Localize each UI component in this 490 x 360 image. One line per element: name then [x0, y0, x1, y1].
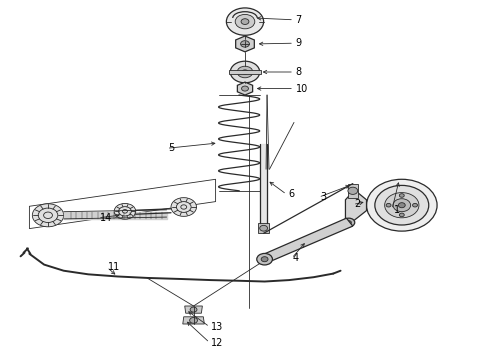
Circle shape — [171, 198, 196, 216]
Circle shape — [242, 86, 248, 91]
Text: 6: 6 — [288, 189, 294, 199]
Circle shape — [398, 203, 405, 208]
Text: 2: 2 — [354, 199, 361, 210]
Circle shape — [413, 203, 417, 207]
Polygon shape — [262, 218, 353, 263]
Text: 12: 12 — [211, 338, 223, 348]
Circle shape — [190, 318, 197, 323]
Circle shape — [399, 213, 404, 217]
Circle shape — [235, 14, 255, 29]
Polygon shape — [183, 317, 204, 324]
Circle shape — [399, 194, 404, 197]
Text: 14: 14 — [99, 213, 112, 223]
Text: 4: 4 — [293, 253, 299, 264]
Circle shape — [385, 193, 419, 218]
Text: 1: 1 — [393, 204, 400, 215]
Circle shape — [32, 204, 64, 227]
Circle shape — [375, 185, 429, 225]
Polygon shape — [237, 82, 253, 95]
Circle shape — [190, 307, 197, 312]
Text: 5: 5 — [168, 143, 174, 153]
Text: 7: 7 — [295, 15, 302, 25]
Circle shape — [343, 218, 355, 227]
Polygon shape — [348, 184, 358, 198]
Circle shape — [230, 61, 260, 83]
Polygon shape — [236, 36, 254, 52]
Text: 11: 11 — [108, 262, 121, 272]
Bar — [229, 70, 261, 74]
Text: 9: 9 — [295, 38, 301, 48]
Text: 10: 10 — [295, 84, 308, 94]
Circle shape — [241, 19, 249, 24]
Circle shape — [393, 199, 411, 212]
Circle shape — [367, 179, 437, 231]
Circle shape — [261, 257, 268, 262]
Circle shape — [260, 225, 268, 231]
Circle shape — [257, 253, 272, 265]
Circle shape — [348, 187, 358, 194]
Circle shape — [237, 66, 253, 78]
Polygon shape — [185, 306, 202, 313]
Circle shape — [226, 8, 264, 35]
Text: 3: 3 — [320, 192, 326, 202]
Polygon shape — [345, 193, 367, 221]
Bar — [258, 223, 269, 233]
Circle shape — [386, 203, 391, 207]
Text: 8: 8 — [295, 67, 301, 77]
Circle shape — [241, 41, 249, 47]
Circle shape — [114, 203, 136, 219]
Text: 13: 13 — [211, 322, 223, 332]
Circle shape — [346, 221, 351, 224]
Circle shape — [242, 70, 248, 74]
